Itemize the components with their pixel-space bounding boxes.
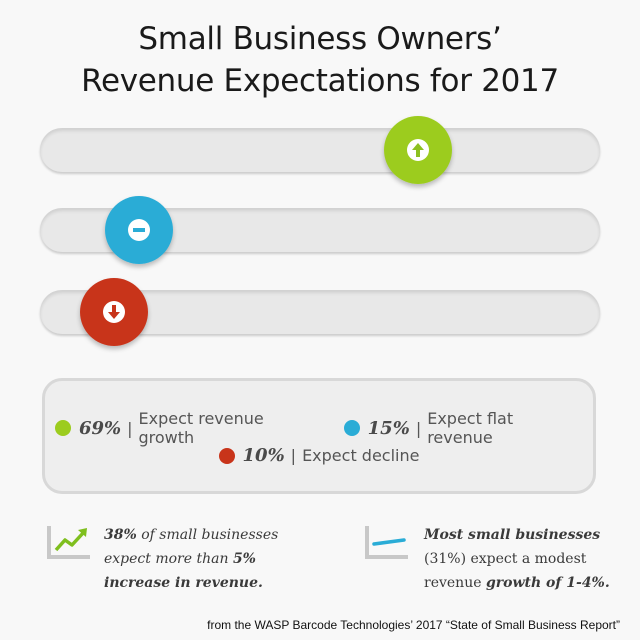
legend-pct: 10%	[242, 445, 285, 466]
note-right-line2: (31%) expect a modest	[424, 551, 587, 567]
legend-item-flat: 15% | Expect flat revenue	[343, 409, 583, 447]
note-left: 38% of small businesses expect more than…	[104, 523, 278, 595]
legend-row-2: 10% | Expect decline	[45, 445, 593, 466]
legend-item-decline: 10% | Expect decline	[218, 445, 420, 466]
title-line-1: Small Business Owners’	[138, 21, 502, 57]
legend-separator: |	[290, 446, 297, 465]
slider-track-growth	[40, 116, 600, 184]
legend-label: Expect revenue growth	[138, 409, 264, 447]
source-credit: from the WASP Barcode Technologies’ 2017…	[207, 618, 620, 632]
trend-flat-icon	[365, 526, 408, 559]
slider-knob-decline	[79, 278, 148, 346]
note-left-pct: 38%	[104, 527, 137, 543]
slider-track-flat	[40, 196, 600, 264]
note-right-line1: Most small businesses	[424, 527, 601, 543]
legend-label: Expect flat revenue	[427, 409, 514, 447]
legend-dot-blue	[343, 420, 360, 436]
note-left-pct2: 5%	[232, 551, 256, 567]
note-left-line2: expect more than	[104, 551, 233, 567]
note-right: Most small businesses (31%) expect a mod…	[424, 523, 610, 595]
legend-dot-red	[218, 447, 235, 464]
chart-title: Small Business Owners’ Revenue Expectati…	[0, 18, 640, 102]
note-left-line3: increase in revenue.	[104, 575, 263, 591]
minus-icon	[127, 218, 151, 242]
slider-knob-flat	[105, 196, 174, 264]
legend-dot-green	[55, 420, 71, 436]
title-line-2: Revenue Expectations for 2017	[81, 63, 559, 99]
legend-row-1: 69% | Expect revenue growth 15% | Expect…	[45, 409, 593, 447]
slider-track-decline	[40, 278, 600, 346]
legend-pct: 69%	[78, 417, 122, 439]
note-left-line1: of small businesses	[136, 527, 279, 543]
trend-up-icon	[47, 526, 90, 559]
note-right-line3: revenue	[424, 575, 486, 591]
arrow-down-icon	[102, 300, 126, 324]
legend-label: Expect decline	[302, 446, 420, 465]
legend-item-growth: 69% | Expect revenue growth	[55, 409, 324, 447]
arrow-up-icon	[406, 138, 430, 162]
legend-box: 69% | Expect revenue growth 15% | Expect…	[42, 378, 596, 494]
slider-knob-growth	[384, 116, 453, 184]
legend-separator: |	[127, 418, 133, 438]
legend-pct: 15%	[367, 417, 410, 439]
note-right-growth: growth of 1-4%.	[485, 575, 610, 591]
legend-separator: |	[415, 418, 422, 438]
